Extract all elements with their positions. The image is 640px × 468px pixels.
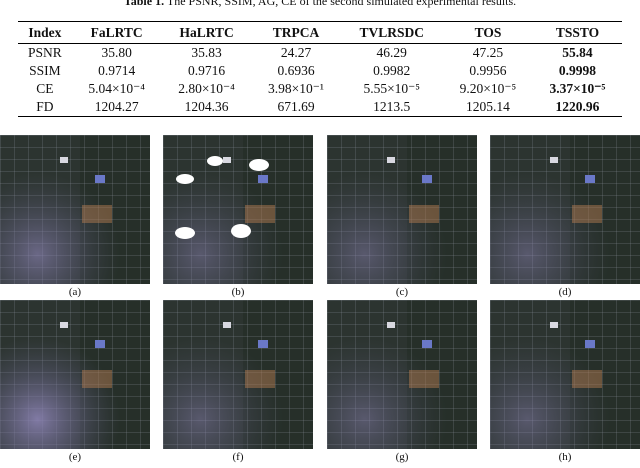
cell: 3.98×10⁻¹ bbox=[268, 81, 324, 96]
figure-label: (e) bbox=[68, 451, 82, 463]
figure-label: (h) bbox=[558, 451, 572, 463]
caption-text: The PSNR, SSIM, AG, CE of the second sim… bbox=[166, 0, 517, 8]
cell: 1204.36 bbox=[184, 99, 229, 114]
cell: 35.80 bbox=[101, 45, 132, 60]
cell: 9.20×10⁻⁵ bbox=[459, 81, 517, 96]
cell: PSNR bbox=[27, 45, 62, 60]
table-row: CE 5.04×10⁻⁴ 2.80×10⁻⁴ 3.98×10⁻¹ 5.55×10⁻⁵ 9.… bbox=[18, 80, 622, 98]
header-cell: TOS bbox=[443, 21, 533, 44]
cell: 2.80×10⁻⁴ bbox=[178, 81, 235, 96]
satellite-image bbox=[490, 300, 640, 449]
cell: 0.9714 bbox=[98, 63, 136, 78]
figure-label: (g) bbox=[395, 451, 409, 463]
satellite-image bbox=[163, 300, 393, 449]
cell: 0.9998 bbox=[558, 63, 597, 78]
satellite-image bbox=[490, 135, 640, 284]
table-row: PSNR 35.80 35.83 24.27 46.29 47.25 55.84 bbox=[18, 44, 622, 63]
figure-label: (f) bbox=[232, 451, 244, 463]
cell: 3.37×10⁻⁵ bbox=[549, 81, 606, 96]
cell: 0.9956 bbox=[469, 63, 507, 78]
satellite-image bbox=[163, 135, 393, 284]
cell: 0.9716 bbox=[188, 63, 226, 78]
header-cell: TSSTO bbox=[532, 21, 622, 44]
cell: 0.9982 bbox=[373, 63, 411, 78]
cell: 1205.14 bbox=[466, 99, 510, 114]
cell: CE bbox=[36, 81, 54, 96]
results-table: Index FaLRTC HaLRTC TRPCA TVLRSDC TOS TSSTO PSN… bbox=[18, 21, 622, 117]
caption: Table 1. The PSNR, SSIM, AG, CE of the s… bbox=[0, 0, 640, 9]
figure-label: (b) bbox=[231, 286, 245, 298]
cell: 24.27 bbox=[280, 45, 312, 60]
cell: 671.69 bbox=[277, 99, 315, 114]
figure-label: (c) bbox=[395, 286, 409, 298]
cell: 46.29 bbox=[376, 45, 407, 60]
satellite-image bbox=[0, 135, 230, 284]
header-cell: FaLRTC bbox=[71, 21, 162, 44]
cell: 1220.96 bbox=[555, 99, 600, 114]
cell: 35.83 bbox=[191, 45, 222, 60]
cell: 47.25 bbox=[472, 45, 504, 60]
table-row: FD 1204.27 1204.36 671.69 1213.5 1205.14 1220.… bbox=[18, 98, 622, 117]
figure-label: (a) bbox=[68, 286, 82, 298]
header-cell: Index bbox=[18, 21, 72, 44]
caption-label: Table 1. bbox=[123, 0, 165, 8]
cell: SSIM bbox=[29, 63, 61, 78]
header-cell: TVLRSDC bbox=[340, 21, 443, 44]
figure-label: (d) bbox=[558, 286, 572, 298]
cell: 1204.27 bbox=[94, 99, 139, 114]
table-row: SSIM 0.9714 0.9716 0.6936 0.9982 0.9956 0.9998 bbox=[18, 62, 622, 80]
header-cell: TRPCA bbox=[251, 21, 341, 44]
cell: 0.6936 bbox=[277, 63, 315, 78]
satellite-image bbox=[327, 300, 557, 449]
cell: 5.55×10⁻⁵ bbox=[363, 81, 421, 96]
header-cell: HaLRTC bbox=[161, 21, 252, 44]
cell: 55.84 bbox=[562, 45, 593, 60]
cell: FD bbox=[36, 99, 54, 114]
satellite-image bbox=[327, 135, 557, 284]
cell: 1213.5 bbox=[373, 99, 411, 114]
satellite-image bbox=[0, 300, 230, 449]
cell: 5.04×10⁻⁴ bbox=[88, 81, 145, 96]
